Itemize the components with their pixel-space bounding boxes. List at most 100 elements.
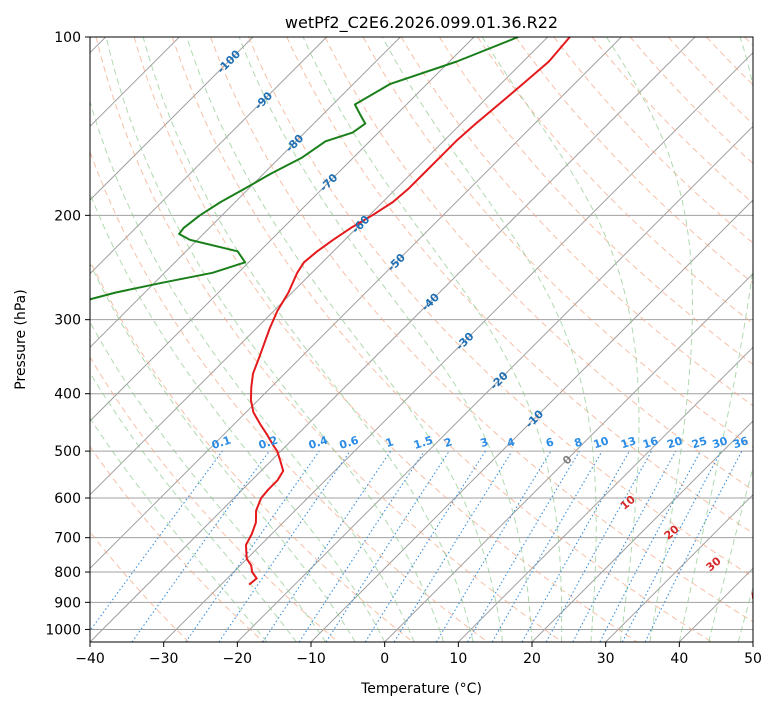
background-lines xyxy=(90,37,753,642)
moist-adiabat-line xyxy=(105,37,445,642)
y-tick-label: 300 xyxy=(54,313,81,329)
y-tick-label: 400 xyxy=(54,387,81,403)
dry-adiabat-line xyxy=(591,37,753,204)
x-tick-label: −40 xyxy=(75,651,105,667)
mixing-ratio-label: 0.2 xyxy=(257,434,280,452)
isotherm-line xyxy=(90,37,328,275)
isotherm-line xyxy=(90,37,696,642)
x-axis-label: Temperature (°C) xyxy=(360,681,482,697)
mixing-ratio-label: 10 xyxy=(592,434,611,451)
isotherm-line xyxy=(752,641,753,642)
mixing-ratio-line xyxy=(393,450,513,642)
x-tick-label: 40 xyxy=(670,651,688,667)
isotherm-line xyxy=(384,272,753,642)
dry-adiabat-line xyxy=(324,37,753,491)
isotherm-line xyxy=(310,199,753,642)
mixing-ratio-label: 0.1 xyxy=(210,434,233,452)
mixing-ratio-line xyxy=(218,450,351,642)
y-tick-label: 600 xyxy=(54,491,81,507)
dry-adiabat-line xyxy=(90,259,414,642)
moist-adiabat-line xyxy=(90,371,297,642)
mixing-ratio-label: 6 xyxy=(544,435,556,450)
chart-title: wetPf2_C2E6.2026.099.01.36.R22 xyxy=(285,13,558,33)
isotherm-line xyxy=(457,346,753,642)
isotherm-line xyxy=(236,125,753,642)
mixing-ratio-line xyxy=(262,450,392,642)
isotherm-line xyxy=(163,51,753,642)
isotherm-line xyxy=(90,37,549,496)
isotherm-line xyxy=(90,37,622,570)
y-tick-label: 100 xyxy=(54,30,81,46)
moist-adiabat-line xyxy=(606,37,693,642)
moist-adiabat-line xyxy=(708,465,753,642)
dry-adiabat-line xyxy=(90,445,264,642)
isotherm-label: 0 xyxy=(560,453,575,468)
dry-adiabat-line xyxy=(95,37,563,642)
dry-adiabat-line xyxy=(90,150,488,642)
plot-frame xyxy=(89,36,754,643)
moist-adiabat-line xyxy=(90,321,327,642)
temperature-profile xyxy=(245,37,571,586)
dry-adiabat-label: 40 xyxy=(747,584,767,604)
isotherm-line xyxy=(90,37,401,349)
moist-adiabat-line xyxy=(302,37,563,642)
mixing-ratio-label: 30 xyxy=(711,434,730,451)
mixing-ratio-label: 4 xyxy=(505,435,517,450)
moist-adiabat-line xyxy=(481,37,640,642)
moist-adiabat-line xyxy=(90,192,386,642)
dry-adiabat-line xyxy=(553,37,753,244)
isotherm-line xyxy=(90,37,254,201)
mixing-ratio-line xyxy=(298,450,425,642)
axes-layer: −40 −30 −20 −10 0 10 20 30 40 5010020030040050060… xyxy=(45,30,762,667)
dry-adiabat-line xyxy=(210,37,753,623)
x-tick-label: 0 xyxy=(380,651,389,667)
mixing-ratio-label: 20 xyxy=(665,434,684,451)
moist-adiabat-line xyxy=(142,37,474,642)
mixing-ratio-label: 13 xyxy=(619,434,638,451)
mixing-ratio-label: 3 xyxy=(479,435,490,450)
isotherm-label: -80 xyxy=(283,132,306,155)
isotherm-line xyxy=(605,493,753,642)
mixing-ratio-label: 25 xyxy=(690,434,709,451)
mixing-ratio-line xyxy=(467,450,580,642)
moist-adiabat-line xyxy=(90,417,268,642)
dry-adiabat-line xyxy=(286,37,753,534)
isotherm-label: -100 xyxy=(215,47,244,76)
dry-adiabat-line xyxy=(133,37,638,642)
x-tick-label: −10 xyxy=(296,651,326,667)
moist-adiabat-line xyxy=(678,37,753,642)
mixing-ratio-label: 0.6 xyxy=(338,433,361,451)
y-tick-label: 1000 xyxy=(45,622,81,638)
isotherm-line xyxy=(678,567,753,642)
mixing-ratio-line xyxy=(545,450,653,642)
y-tick-label: 500 xyxy=(54,444,81,460)
mixing-ratio-label: 2 xyxy=(443,435,454,450)
dry-adiabat-line xyxy=(90,356,339,642)
mixing-ratio-line xyxy=(185,450,320,642)
moist-adiabat-line xyxy=(90,99,415,642)
moist-adiabat-line xyxy=(381,37,597,642)
moist-adiabat-line xyxy=(186,37,503,642)
y-tick-label: 900 xyxy=(54,595,81,611)
moist-adiabat-line xyxy=(238,37,533,642)
plot-data xyxy=(90,37,571,586)
dry-adiabat-line xyxy=(668,37,753,125)
y-tick-label: 800 xyxy=(54,565,81,581)
mixing-ratio-line xyxy=(131,450,270,642)
dry-adiabat-line xyxy=(744,37,753,47)
dry-adiabat-label: 30 xyxy=(704,554,724,574)
mixing-ratio-line xyxy=(521,450,630,642)
x-tick-label: −20 xyxy=(223,651,253,667)
y-tick-label: 700 xyxy=(54,531,81,547)
dry-adiabat-line xyxy=(706,37,753,86)
moist-adiabat-line xyxy=(90,262,356,642)
isotherm-line xyxy=(531,420,753,642)
mixing-ratio-line xyxy=(572,450,677,642)
mixing-ratio-line xyxy=(644,450,743,642)
mixing-ratio-label: 1 xyxy=(384,435,395,450)
dry-adiabat-line xyxy=(248,37,753,578)
x-tick-label: 30 xyxy=(597,651,615,667)
mixing-ratio-line xyxy=(599,450,701,642)
dewpoint-profile xyxy=(90,37,519,301)
